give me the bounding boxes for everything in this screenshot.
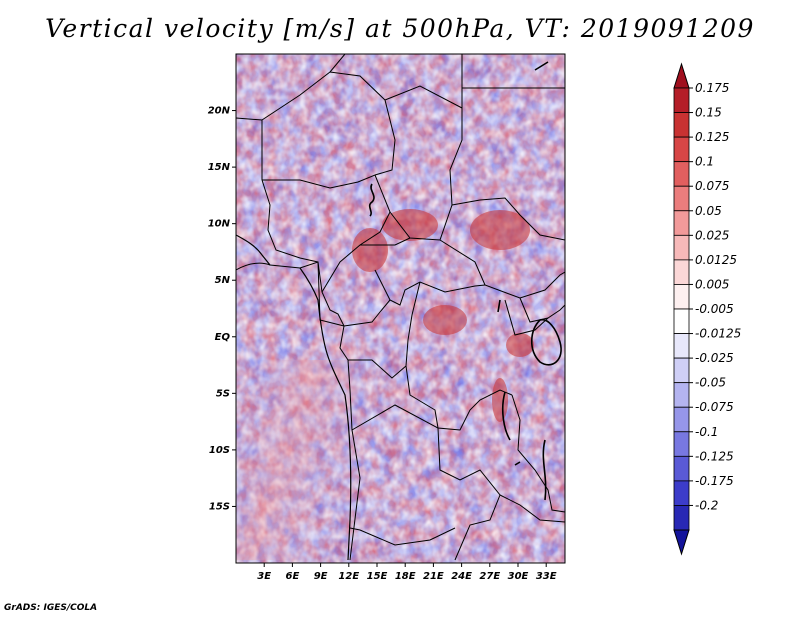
lat-tick-label: 10N [208,219,231,230]
lat-tick-label: 5N [215,275,231,286]
colorbar-label: -0.175 [695,474,734,488]
river-nile-fragment [534,61,549,71]
colorbar-bottom-arrow [673,529,690,556]
lake-tanganyika [502,391,511,441]
lat-tick-label: 15N [208,162,231,173]
colorbar-swatch [673,87,690,113]
lat-tick-label: 20N [208,106,231,117]
colorbar-swatch [673,234,690,261]
colorbar-swatch [673,455,690,482]
colorbar-label: -0.2 [695,498,718,512]
colorbar-swatch [673,505,690,531]
lat-tick-label: EQ [215,332,231,343]
longitude-axis: 3E 6E 9E 12E 15E 18E 21E 24E 27E 30E 33E [257,563,557,582]
colorbar-swatch [673,480,690,506]
lon-tick-label: 6E [286,571,300,582]
colorbar-swatch [673,431,690,457]
colorbar-label: 0.05 [695,204,722,218]
colorbar-swatch [673,136,690,163]
colorbar-label: 0.075 [695,179,729,193]
colorbar-swatch [673,284,690,310]
colorbar-label: 0.025 [695,228,729,242]
latitude-axis: 20N 15N 10N 5N EQ 5S 10S 15S [208,106,236,512]
colorbar-swatch [673,210,690,236]
colorbar: 0.175 0.15 0.125 0.1 0.075 0.05 0.025 0.0125 0.0… [673,62,741,556]
colorbar-swatch [673,112,690,138]
lat-tick-label: 10S [209,445,230,456]
lake-malawi [542,439,547,501]
lon-tick-label: 18E [395,571,416,582]
colorbar-swatch [673,259,690,285]
lon-tick-label: 3E [257,571,271,582]
coastline [236,234,352,561]
chart-title: Vertical velocity [m/s] at 500hPa, VT: 2… [45,14,755,43]
colorbar-swatch [673,308,690,334]
lake-victoria [530,318,562,366]
colorbar-swatch [673,357,690,384]
colorbar-label: 0.15 [695,106,722,120]
grads-credit: GrADS: IGES/COLA [4,603,98,613]
colorbar-label: 0.0125 [695,253,737,267]
colorbar-swatch [673,382,690,408]
colorbar-label: 0.125 [695,130,729,144]
colorbar-label: -0.005 [695,302,734,316]
lon-tick-label: 12E [338,571,359,582]
lon-tick-label: 15E [367,571,388,582]
lakes [368,61,562,501]
colorbar-swatch [673,406,690,433]
lat-tick-label: 5S [216,388,230,399]
colorbar-swatch [673,161,690,187]
country-borders [236,54,565,561]
colorbar-swatch [673,185,690,212]
lake-mweru [514,461,521,466]
colorbar-label: 0.1 [695,155,714,169]
colorbar-label: -0.1 [695,425,718,439]
lon-tick-label: 21E [423,571,444,582]
vertical-velocity-field [236,54,565,563]
colorbar-label: 0.175 [695,81,729,95]
lon-tick-label: 9E [314,571,328,582]
colorbar-label: 0.005 [695,277,729,291]
colorbar-top-arrow [673,62,690,89]
colorbar-label: -0.125 [695,449,734,463]
lake-chad [368,183,375,217]
colorbar-label: -0.05 [695,376,726,390]
colorbar-label: -0.075 [695,400,734,414]
lat-tick-label: 15S [209,501,230,512]
lon-tick-label: 30E [508,571,529,582]
colorbar-label: -0.0125 [695,327,741,341]
lon-tick-label: 27E [479,571,500,582]
lon-tick-label: 24E [451,571,472,582]
lake-albert [497,299,501,313]
lon-tick-label: 33E [536,571,557,582]
colorbar-swatch [673,333,690,359]
map-frame [235,53,566,564]
colorbar-label: -0.025 [695,351,734,365]
